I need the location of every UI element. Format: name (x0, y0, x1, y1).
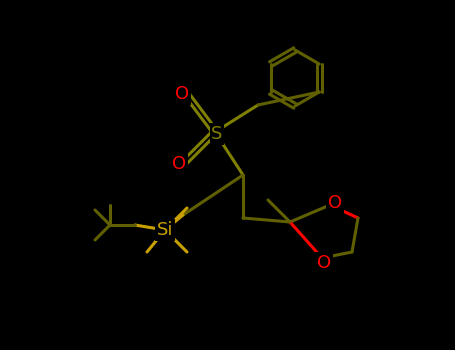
Text: O: O (328, 194, 342, 212)
Text: O: O (175, 85, 189, 103)
Text: Si: Si (157, 221, 173, 239)
Text: S: S (211, 125, 222, 143)
Text: O: O (317, 254, 331, 272)
Text: O: O (172, 155, 186, 173)
